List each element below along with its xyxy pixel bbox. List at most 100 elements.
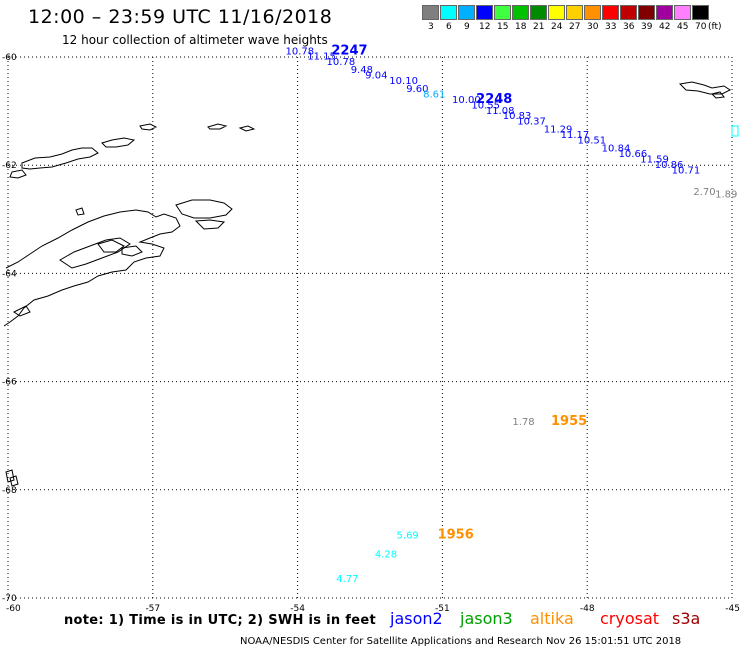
color-scale-label: 30 [587, 22, 599, 32]
pass-labels: 2247 2248 1955 1956 [331, 43, 587, 542]
color-scale [422, 5, 710, 20]
color-scale-label: 6 [446, 22, 452, 32]
swh-value: 9.60 [406, 84, 428, 95]
swh-value: 11.29 [544, 125, 573, 136]
lon-tick-label: -57 [145, 604, 160, 614]
color-scale-label: 18 [515, 22, 527, 32]
color-swatch [584, 5, 601, 20]
swh-value: 11.17 [561, 130, 590, 141]
coastline-island-2 [101, 137, 136, 148]
swh-value: 4.28 [375, 549, 397, 560]
legend-item-cryosat: cryosat [600, 609, 660, 628]
swh-value: 10.78 [327, 57, 356, 68]
swh-value: 10.51 [578, 136, 607, 147]
color-swatch [566, 5, 583, 20]
color-scale-labels: 3 6 9 12 15 18 21 24 27 30 33 36 39 42 45 70 (ft) [422, 22, 740, 34]
swh-value: 10.66 [619, 149, 648, 160]
lat-tick-label: -70 [2, 594, 17, 604]
color-scale-unit: (ft) [708, 22, 722, 32]
lon-tick-label: -45 [725, 604, 740, 614]
lon-tick-label: -51 [435, 604, 450, 614]
coastline-island-3 [9, 169, 27, 179]
swh-value: 10.78 [286, 46, 315, 57]
swh-value: 10.55 [471, 100, 500, 111]
swh-value: 8.61 [423, 90, 445, 101]
color-swatch [494, 5, 511, 20]
coastline-south-orkney-2 [711, 91, 725, 99]
color-scale-label: 12 [479, 22, 491, 32]
swh-value: 11.15 [307, 52, 336, 63]
color-swatch [548, 5, 565, 20]
lat-tick-label: -64 [2, 269, 17, 279]
color-scale-label: 21 [533, 22, 545, 32]
lat-tick-label: -60 [2, 53, 17, 63]
coastline-peninsula [3, 209, 181, 327]
color-scale-label: 27 [569, 22, 581, 32]
coastline-inner-3 [121, 245, 143, 257]
pass-time-label: 1955 [551, 414, 587, 429]
lat-tick-label: -66 [2, 378, 17, 388]
lon-tick-label: -60 [6, 604, 21, 614]
color-scale-label: 24 [551, 22, 563, 32]
pass-time-label: 2247 [331, 43, 367, 58]
color-swatch [602, 5, 619, 20]
coastline-small-3 [5, 469, 15, 483]
color-swatch [530, 5, 547, 20]
swh-value: 10.37 [517, 117, 546, 128]
coastline-inner-1 [59, 237, 131, 269]
color-swatch [656, 5, 673, 20]
pass-time-label: 1956 [438, 527, 474, 542]
edge-marker [731, 125, 739, 137]
pass-time-label: 2248 [476, 92, 512, 107]
swh-value: 10.71 [672, 165, 701, 176]
color-swatch [674, 5, 691, 20]
color-swatch [620, 5, 637, 20]
legend-item-jason3: jason3 [460, 609, 513, 628]
lon-tick-label: -54 [290, 604, 305, 614]
color-scale-label: 15 [497, 22, 509, 32]
coastline-island-7 [75, 207, 85, 216]
coastline-south-orkney [678, 81, 731, 95]
graticule [7, 56, 733, 599]
color-swatch [422, 5, 439, 20]
swh-value: 11.59 [640, 154, 669, 165]
color-scale-label: 33 [605, 22, 617, 32]
color-swatch [476, 5, 493, 20]
coastline-island-1 [21, 147, 99, 170]
swh-value: 1.78 [512, 417, 534, 428]
color-swatch [512, 5, 529, 20]
swh-value: 10.83 [503, 111, 532, 122]
swh-value: 2.70 [693, 187, 715, 198]
color-scale-label: 9 [464, 22, 470, 32]
footer-note: note: 1) Time is in UTC; 2) SWH is in fe… [64, 613, 376, 628]
axis-labels: -60 -57 -54 -51 -48 -45 -60 -62 -64 -66 -68 -70 [2, 53, 740, 614]
swh-value: 9.04 [365, 71, 387, 82]
swh-value: 11.08 [486, 106, 515, 117]
swh-value: 9.48 [351, 65, 373, 76]
coastline-small-1 [13, 305, 31, 317]
color-scale-label: 70 [695, 22, 707, 32]
swh-value: 5.69 [397, 530, 419, 541]
coastline [3, 81, 731, 487]
page-title: 12:00 – 23:59 UTC 11/16/2018 [28, 6, 333, 28]
lat-tick-label: -62 [2, 161, 17, 171]
swh-value: 10.86 [655, 160, 684, 171]
color-swatch [692, 5, 709, 20]
lat-tick-label: -68 [2, 486, 17, 496]
coastline-small-2 [9, 475, 19, 487]
color-scale-label: 42 [659, 22, 671, 32]
legend-item-jason2: jason2 [390, 609, 443, 628]
color-scale-label: 36 [623, 22, 635, 32]
coastline-island-8 [175, 199, 233, 219]
lon-tick-label: -48 [580, 604, 595, 614]
swh-value: 4.77 [336, 574, 358, 585]
color-swatch [638, 5, 655, 20]
color-scale-label: 45 [677, 22, 689, 32]
swh-value: 10.00 [452, 95, 481, 106]
legend-item-s3a: s3a [672, 609, 701, 628]
swh-value: 1.89 [715, 190, 737, 201]
color-swatch [458, 5, 475, 20]
coastline-inner-2 [97, 239, 125, 253]
